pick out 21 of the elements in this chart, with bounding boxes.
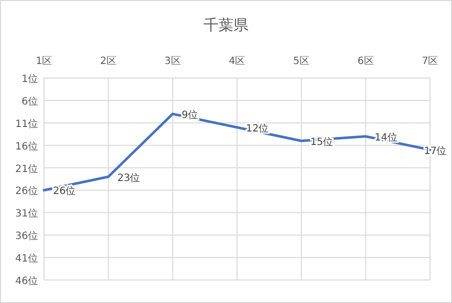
data-label: 23位: [117, 172, 140, 184]
y-tick-label: 46位: [15, 275, 38, 287]
y-tick-label: 41位: [15, 252, 38, 265]
chart-title: 千葉県: [204, 16, 248, 34]
data-label: 17位: [424, 144, 447, 157]
x-tick-label: 2区: [100, 56, 117, 67]
y-tick-label: 36位: [15, 230, 38, 242]
x-tick-label: 4区: [228, 56, 246, 67]
y-tick-label: 21位: [15, 162, 38, 175]
x-tick-label: 5区: [293, 56, 310, 67]
y-tick-label: 1位: [22, 73, 38, 85]
y-tick-label: 26位: [15, 185, 38, 198]
y-tick-label: 16位: [15, 140, 38, 152]
x-tick-label: 3区: [164, 56, 181, 67]
y-tick-label: 11位: [15, 118, 38, 130]
x-tick-label: 6区: [357, 56, 374, 67]
y-tick-label: 6位: [22, 95, 38, 108]
x-tick-label: 1区: [36, 56, 52, 67]
x-tick-label: 7区: [422, 56, 438, 67]
data-label: 26位: [53, 185, 76, 198]
y-tick-label: 31位: [15, 208, 38, 220]
